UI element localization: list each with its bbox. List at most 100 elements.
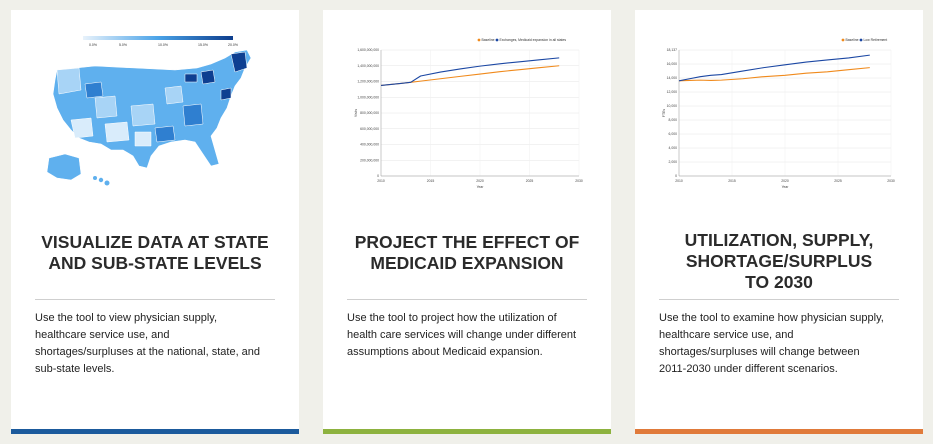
map-region [154,125,176,143]
y-tick-label: 14,000 [667,76,677,80]
description-line: shortages/surpluses at the national, sta… [35,346,261,358]
y-tick-label: 4,000 [669,146,678,150]
card-title-line: Shortage/Surplus [685,251,873,271]
divider [35,299,275,300]
description-line: health care services will change under d… [347,329,577,341]
map-region [182,103,204,127]
y-axis-label: FTEs [662,109,666,117]
legend-entry: Baseline [846,38,859,42]
x-tick-label: 2030 [887,179,895,183]
card-title[interactable]: Utilization, Supply, Shortage/Surplus to… [651,230,907,293]
legend-entry: Exchanges, Medicaid expansion in all sta… [500,38,567,42]
card-title[interactable]: Visualize Data at State and Sub-State Le… [27,232,283,274]
legend-entry: Baseline [482,38,495,42]
map-region [130,103,156,127]
map-legend-tick: 20.0% [228,43,238,47]
y-tick-label: 16,000 [667,62,677,66]
divider [347,299,587,300]
description-line: Use the tool to project how the utilizat… [347,312,557,324]
x-tick-label: 2015 [427,179,435,183]
medicaid-line-chart: 1,600,000,000 1,400,000,000 1,200,000,000 1… [354,38,583,189]
map-region [134,131,152,147]
us-map: 0.0% 5.0% 10.0% 15.0% 20.0% [46,36,252,186]
x-tick-label: 2025 [526,179,534,183]
y-tick-label: 800,000,000 [360,111,379,115]
series-line [678,67,870,82]
y-tick-label: 10,000 [667,104,677,108]
legend-marker [841,38,845,42]
map-region [84,81,104,99]
description-line: Use the tool to examine how physician su… [659,312,884,324]
y-tick-label: 2,000 [669,160,678,164]
x-tick-label: 2010 [675,179,683,183]
y-tick-label: 8,000 [669,118,678,122]
series-line [380,57,560,86]
card-description: Use the tool to view physician supply, h… [35,310,279,378]
map-legend-bar [83,36,233,40]
map-legend-tick: 15.0% [198,43,208,47]
y-tick-label: 600,000,000 [360,127,379,131]
medicaid-chart-thumbnail[interactable]: 1,600,000,000 1,400,000,000 1,200,000,000 1… [347,28,587,198]
y-tick-label: 1,600,000,000 [357,48,379,52]
y-tick-label: 1,000,000,000 [357,95,379,99]
y-tick-label: 6,000 [669,132,678,136]
supply-chart-thumbnail[interactable]: 18,137 16,000 14,000 12,000 10,000 8,000 6,000… [659,28,899,198]
card-utilization-supply[interactable]: 18,137 16,000 14,000 12,000 10,000 8,000 6,000… [635,10,923,434]
legend-marker [477,38,481,42]
hawaii-shape [93,176,110,186]
x-axis-label: Year [477,185,485,189]
card-description: Use the tool to project how the utilizat… [347,310,591,361]
card-title-line: and Sub-State Levels [48,253,262,273]
map-legend-tick: 0.0% [89,43,97,47]
card-title-line: Project the Effect of [354,232,580,252]
x-tick-label: 2025 [834,179,842,183]
map-legend-tick: 5.0% [119,43,127,47]
divider [659,299,899,300]
map-region [230,51,248,73]
map-region [94,95,118,119]
description-line: Use the tool to view physician supply, [35,312,217,324]
y-tick-label: 400,000,000 [360,143,379,147]
map-region [70,117,94,139]
description-line: sub-state levels. [35,363,115,375]
y-tick-label: 1,400,000,000 [357,64,379,68]
y-axis-label: Visits [354,109,358,117]
map-region [104,121,130,143]
description-line: healthcare service use, and [659,329,794,341]
card-visualize-data[interactable]: 0.0% 5.0% 10.0% 15.0% 20.0% [11,10,299,434]
legend-marker [859,38,863,42]
x-tick-label: 2030 [575,179,583,183]
description-line: shortages/surpluses will change between [659,346,860,358]
map-region [56,67,82,95]
y-tick-label: 200,000,000 [360,158,379,162]
y-tick-label: 12,000 [667,90,677,94]
supply-line-chart: 18,137 16,000 14,000 12,000 10,000 8,000 6,000… [662,38,895,189]
map-region [164,85,184,105]
map-region [220,87,232,101]
x-tick-label: 2015 [728,179,736,183]
card-medicaid-expansion[interactable]: 1,600,000,000 1,400,000,000 1,200,000,000 1… [323,10,611,434]
card-description: Use the tool to examine how physician su… [659,310,903,378]
card-title-line: to 2030 [745,272,813,292]
x-tick-label: 2010 [377,179,385,183]
card-title[interactable]: Project the Effect of Medicaid Expansion [339,232,595,274]
description-line: 2011-2030 under different scenarios. [659,363,838,375]
y-tick-label: 0 [377,174,379,178]
legend-marker [495,38,499,42]
y-tick-label: 0 [675,174,677,178]
y-tick-label: 18,137 [667,48,677,52]
map-region [200,69,216,85]
description-line: assumptions about Medicaid expansion. [347,346,543,358]
x-axis-label: Year [782,185,790,189]
series-line [678,54,870,82]
card-title-line: Medicaid Expansion [370,253,564,273]
alaska-shape [46,153,82,181]
x-tick-label: 2020 [781,179,789,183]
description-line: healthcare service use, and [35,329,170,341]
x-tick-label: 2020 [476,179,484,183]
map-region [184,73,198,83]
us-map-thumbnail[interactable]: 0.0% 5.0% 10.0% 15.0% 20.0% [35,28,275,198]
legend-entry: Low Retirement [864,38,888,42]
card-title-line: Utilization, Supply, [684,230,874,250]
map-legend-tick: 10.0% [158,43,168,47]
